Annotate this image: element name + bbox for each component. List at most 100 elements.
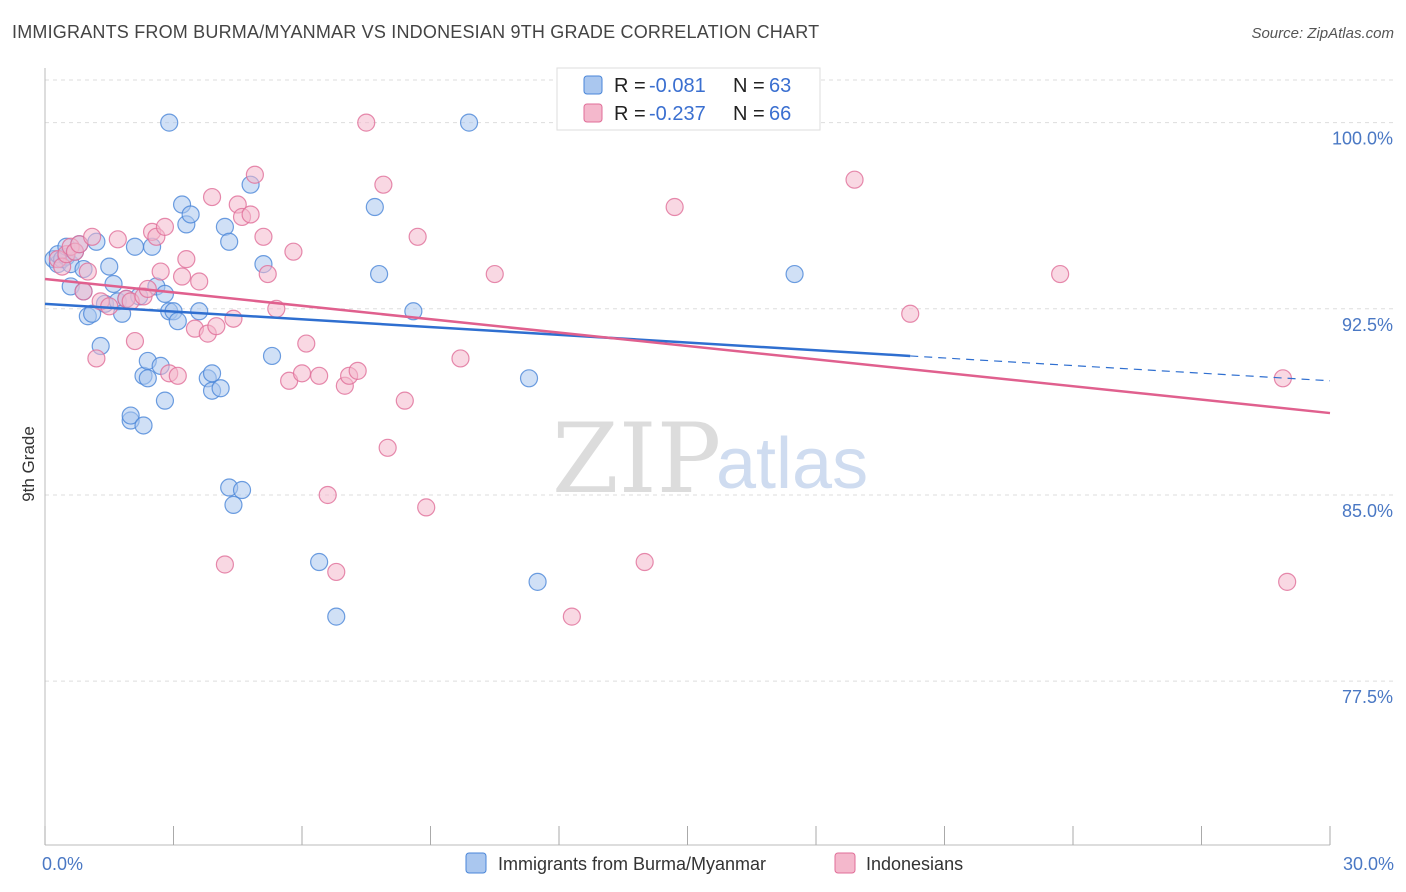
y-tick-label-1: 92.5% bbox=[1342, 315, 1393, 335]
burma-point-50 bbox=[232, 480, 252, 500]
indonesian-point-52 bbox=[378, 438, 397, 457]
burma-point-55 bbox=[327, 607, 346, 626]
indonesian-point-32 bbox=[224, 309, 243, 328]
chart-title: IMMIGRANTS FROM BURMA/MYANMAR VS INDONES… bbox=[12, 22, 820, 42]
indonesian-point-30 bbox=[207, 317, 226, 336]
legend-r-value-1: -0.081 bbox=[649, 75, 706, 97]
burma-point-41 bbox=[190, 302, 209, 321]
indonesian-point-61 bbox=[845, 170, 864, 189]
indonesian-trend-line bbox=[44, 277, 1331, 415]
axes bbox=[44, 68, 1331, 846]
indonesian-point-6 bbox=[74, 282, 93, 301]
indonesian-point-8 bbox=[83, 227, 102, 246]
x-tick-labels: 0.0% 30.0% bbox=[42, 854, 1394, 874]
indonesian-point-42 bbox=[292, 364, 312, 383]
indonesian-point-29 bbox=[202, 187, 222, 207]
burma-point-57 bbox=[370, 264, 389, 284]
indonesian-point-63 bbox=[1051, 264, 1070, 284]
indonesian-point-23 bbox=[168, 366, 187, 385]
indonesian-point-58 bbox=[562, 607, 581, 626]
legend-label-burma: Immigrants from Burma/Myanmar bbox=[498, 854, 766, 874]
indonesian-point-37 bbox=[254, 227, 273, 246]
legend-n-label-2: N = bbox=[733, 103, 765, 125]
indonesian-point-31 bbox=[215, 555, 234, 574]
indonesian-point-53 bbox=[395, 391, 414, 410]
indonesian-point-43 bbox=[297, 334, 316, 353]
stats-legend-swatch-pink bbox=[583, 103, 603, 123]
burma-point-60 bbox=[528, 572, 547, 591]
watermark-zip: ZIP bbox=[552, 403, 721, 515]
burma-point-49 bbox=[224, 495, 243, 515]
indonesian-point-45 bbox=[318, 485, 337, 505]
stats-legend: R = -0.081 N = 63 R = -0.237 N = 66 bbox=[556, 67, 821, 131]
burma-point-45 bbox=[211, 379, 230, 398]
indonesian-point-55 bbox=[417, 498, 436, 517]
indonesian-point-36 bbox=[245, 165, 264, 184]
indonesian-point-9 bbox=[87, 349, 106, 368]
stats-legend-swatch-blue bbox=[583, 75, 603, 95]
indonesian-point-25 bbox=[177, 250, 196, 269]
burma-point-58 bbox=[404, 302, 423, 321]
burma-trend-line-dashed bbox=[910, 355, 1331, 382]
trend-lines bbox=[44, 277, 1331, 415]
indonesian-point-46 bbox=[327, 562, 346, 582]
burma-point-23 bbox=[121, 406, 140, 425]
y-tick-labels: 100.0% 92.5% 85.0% 77.5% bbox=[1332, 129, 1393, 708]
watermark-atlas: atlas bbox=[716, 424, 868, 504]
burma-point-35 bbox=[155, 391, 175, 410]
burma-point-37 bbox=[168, 312, 187, 331]
y-tick-label-2: 85.0% bbox=[1342, 501, 1393, 521]
indonesian-point-12 bbox=[108, 230, 127, 249]
indonesian-point-21 bbox=[155, 217, 175, 236]
legend-n-value-2: 66 bbox=[769, 103, 791, 125]
legend-n-label-1: N = bbox=[733, 75, 765, 97]
indonesian-point-7 bbox=[78, 262, 97, 281]
burma-point-62 bbox=[160, 113, 179, 132]
indonesian-point-41 bbox=[284, 242, 303, 261]
burma-point-27 bbox=[138, 369, 157, 388]
indonesian-point-50 bbox=[357, 113, 376, 132]
legend-n-value-1: 63 bbox=[769, 75, 791, 97]
indonesian-point-35 bbox=[241, 205, 260, 224]
indonesian-point-59 bbox=[635, 552, 654, 572]
indonesian-point-49 bbox=[348, 361, 367, 380]
burma-point-28 bbox=[134, 416, 153, 435]
data-points bbox=[44, 113, 1297, 626]
burma-point-40 bbox=[181, 205, 200, 224]
burma-trend-line bbox=[44, 302, 911, 358]
legend-swatch-indonesians bbox=[834, 852, 856, 874]
burma-point-17 bbox=[100, 257, 119, 276]
y-tick-label-0: 100.0% bbox=[1332, 129, 1393, 149]
burma-point-13 bbox=[83, 304, 102, 323]
indonesian-point-60 bbox=[665, 197, 684, 217]
legend-label-indonesians: Indonesians bbox=[866, 854, 963, 874]
burma-point-47 bbox=[220, 232, 239, 251]
series-legend: Immigrants from Burma/Myanmar Indonesian… bbox=[465, 852, 963, 874]
x-tick-label-0: 0.0% bbox=[42, 854, 83, 874]
indonesian-point-24 bbox=[172, 267, 192, 286]
indonesian-point-44 bbox=[310, 366, 329, 385]
indonesian-point-27 bbox=[190, 272, 209, 291]
y-axis-label: 9th Grade bbox=[19, 426, 38, 502]
burma-point-59 bbox=[519, 369, 539, 388]
legend-r-value-2: -0.237 bbox=[649, 103, 706, 125]
burma-point-53 bbox=[262, 346, 282, 366]
indonesian-point-57 bbox=[485, 264, 504, 284]
x-tick-label-1: 30.0% bbox=[1343, 854, 1394, 874]
watermark: ZIP atlas bbox=[552, 403, 868, 515]
indonesian-point-65 bbox=[1278, 572, 1297, 591]
indonesian-point-38 bbox=[258, 264, 277, 284]
burma-point-61 bbox=[785, 264, 804, 284]
burma-point-63 bbox=[459, 113, 479, 132]
burma-point-56 bbox=[365, 197, 384, 217]
burma-point-18 bbox=[104, 274, 123, 294]
source-label: Source: ZipAtlas.com bbox=[1251, 25, 1394, 42]
indonesian-point-56 bbox=[451, 349, 470, 368]
legend-swatch-burma bbox=[465, 852, 487, 874]
burma-point-54 bbox=[310, 552, 329, 572]
burma-point-33 bbox=[155, 284, 175, 304]
indonesian-point-20 bbox=[151, 262, 170, 281]
legend-r-label-2: R = bbox=[614, 103, 646, 125]
legend-r-label-1: R = bbox=[614, 75, 646, 97]
